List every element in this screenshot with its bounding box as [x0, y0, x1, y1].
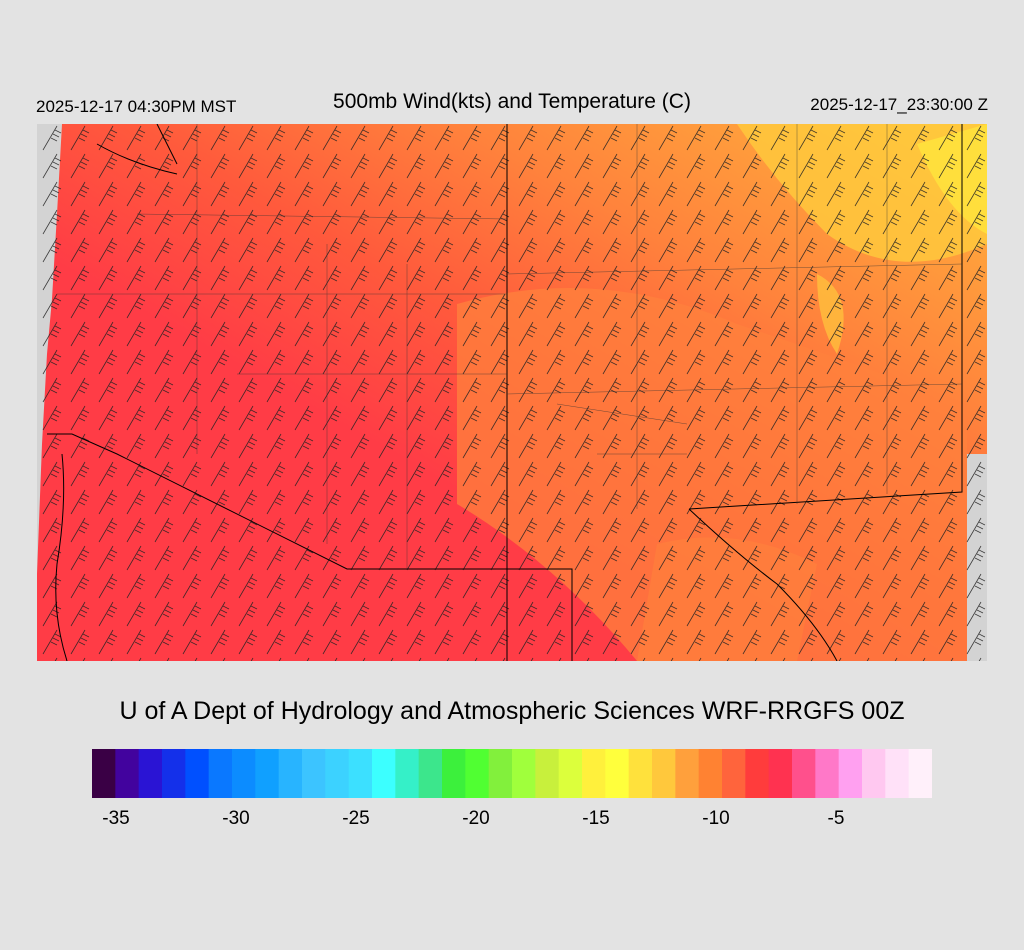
colorbar-tick-label: -20 — [462, 808, 490, 829]
colorbar-swatch — [115, 749, 140, 798]
colorbar-swatch — [348, 749, 373, 798]
state-boundaries — [47, 124, 963, 661]
colorbar-swatch — [558, 749, 583, 798]
map-canvas — [37, 124, 987, 661]
model-credit: U of A Dept of Hydrology and Atmospheric… — [119, 697, 905, 725]
colorbar-tick-label: -5 — [827, 808, 845, 829]
colorbar-swatch — [442, 749, 466, 798]
valid-time-utc: 2025-12-17_23:30:00 Z — [810, 95, 988, 114]
colorbar-swatch — [792, 749, 816, 798]
colorbar-swatch — [255, 749, 280, 798]
colorbar-swatch — [582, 749, 606, 798]
colorbar-swatch — [208, 749, 233, 798]
colorbar-swatch — [862, 749, 886, 798]
colorbar-tick-label: -25 — [342, 808, 370, 829]
colorbar-swatch — [535, 749, 560, 798]
colorbar-swatch — [722, 749, 746, 798]
colorbar-swatch — [185, 749, 210, 798]
colorbar-swatch — [372, 749, 396, 798]
weather-map — [37, 124, 987, 661]
colorbar-swatch — [395, 749, 420, 798]
colorbar-swatch — [838, 749, 863, 798]
colorbar-swatch — [302, 749, 326, 798]
colorbar-swatch — [488, 749, 513, 798]
county-boundaries — [57, 124, 963, 569]
colorbar-swatch — [745, 749, 770, 798]
colorbar-tick-label: -30 — [222, 808, 250, 829]
colorbar-swatch — [465, 749, 490, 798]
colorbar-swatch — [92, 749, 116, 798]
colorbar-swatch — [628, 749, 653, 798]
colorbar-swatch — [325, 749, 350, 798]
colorbar-swatch — [512, 749, 536, 798]
colorbar-swatch — [675, 749, 700, 798]
colorbar-swatch — [138, 749, 163, 798]
colorbar-swatch — [232, 749, 256, 798]
colorbar-swatch — [908, 749, 932, 798]
colorbar-swatch — [698, 749, 723, 798]
wind-barbs — [37, 124, 987, 661]
colorbar-swatch — [278, 749, 303, 798]
colorbar-swatch — [768, 749, 793, 798]
colorbar-swatch — [605, 749, 630, 798]
colorbar-swatch — [652, 749, 676, 798]
colorbar-tick-label: -15 — [582, 808, 610, 829]
temperature-colorbar — [92, 749, 932, 798]
colorbar-tick-label: -10 — [702, 808, 730, 829]
colorbar-tick-label: -35 — [102, 808, 130, 829]
colorbar-swatch — [885, 749, 910, 798]
colorbar-tick-labels: -35 -30 -25 -20 -15 -10 -5 — [0, 808, 1024, 838]
valid-time-local: 2025-12-17 04:30PM MST — [36, 97, 237, 116]
colorbar-swatch — [815, 749, 840, 798]
colorbar-swatch — [418, 749, 443, 798]
colorbar-swatch — [162, 749, 186, 798]
map-title: 500mb Wind(kts) and Temperature (C) — [333, 90, 691, 113]
